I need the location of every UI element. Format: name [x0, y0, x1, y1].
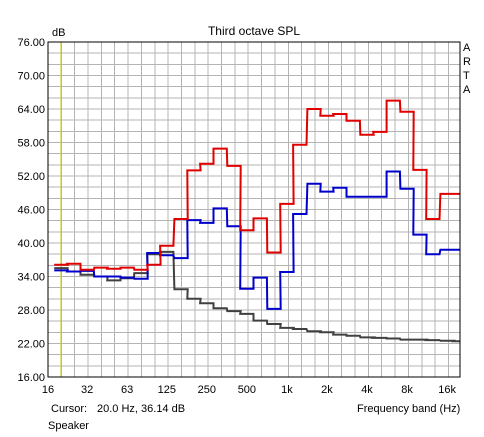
y-tick-label: 76.00	[17, 37, 45, 49]
x-axis-label: Frequency band (Hz)	[357, 403, 461, 415]
chart-title: Third octave SPL	[208, 24, 300, 38]
x-tick-label: 500	[238, 384, 256, 396]
y-axis-label: dB	[52, 27, 65, 39]
x-tick-label: 63	[121, 384, 133, 396]
brand-letter: A	[463, 84, 471, 96]
brand-letter: A	[463, 42, 471, 54]
x-tick-label: 16	[42, 384, 54, 396]
x-tick-label: 2k	[321, 384, 333, 396]
y-tick-label: 40.00	[17, 238, 45, 250]
axis-ticks: 16.00 22.00 28.00 34.00 40.00 46.00 52.00 58.00…	[17, 37, 456, 396]
y-tick-label: 58.00	[17, 138, 45, 150]
x-tick-label: 4k	[361, 384, 373, 396]
plot-frame	[47, 41, 461, 378]
x-tick-label: 16k	[438, 384, 456, 396]
x-tick-label: 125	[158, 384, 176, 396]
series-group	[54, 42, 460, 377]
y-tick-label: 70.00	[17, 71, 45, 83]
x-tick-label: 8k	[401, 384, 413, 396]
y-tick-label: 22.00	[17, 339, 45, 351]
brand-letter: R	[463, 56, 471, 68]
series-line	[54, 99, 460, 271]
y-tick-label: 16.00	[17, 372, 45, 384]
source-label: Speaker	[48, 420, 89, 432]
grid	[48, 42, 460, 377]
x-tick-label: 32	[81, 384, 93, 396]
y-tick-label: 46.00	[17, 205, 45, 217]
cursor-label: Cursor:	[51, 403, 88, 415]
y-tick-label: 64.00	[17, 104, 45, 116]
cursor-readout: 20.0 Hz, 36.14 dB	[97, 403, 186, 415]
x-tick-label: 250	[198, 384, 216, 396]
series-line	[54, 170, 460, 310]
y-tick-label: 34.00	[17, 272, 45, 284]
y-tick-label: 52.00	[17, 171, 45, 183]
x-tick-label: 1k	[281, 384, 293, 396]
brand-letter: T	[463, 70, 470, 82]
y-tick-label: 28.00	[17, 305, 45, 317]
